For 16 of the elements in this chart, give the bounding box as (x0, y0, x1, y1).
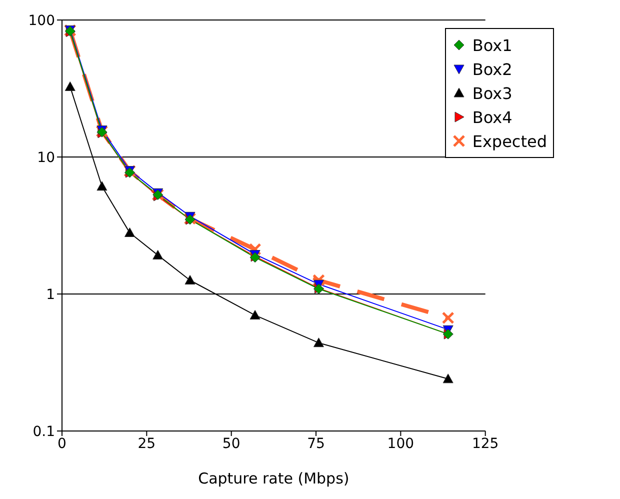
x-tick-label: 25 (138, 436, 156, 452)
y-tick-label: 100 (28, 12, 55, 29)
x-tick-label: 50 (222, 436, 240, 452)
x-tick-label: 125 (472, 436, 499, 452)
legend-label: Expected (472, 132, 547, 150)
legend-label: Box2 (472, 60, 512, 78)
legend-label: Box4 (472, 108, 512, 126)
legend-label: Box1 (472, 36, 512, 54)
y-tick-label: 1 (46, 286, 55, 303)
y-tick-label: 0.1 (32, 424, 55, 440)
x-axis-title: Capture rate (Mbps) (198, 470, 350, 488)
x-tick-label: 75 (307, 436, 325, 452)
y-tick-label: 10 (37, 150, 55, 166)
legend-label: Box3 (472, 84, 512, 102)
x-tick-label: 0 (58, 436, 66, 452)
x-tick-label: 100 (387, 436, 414, 452)
